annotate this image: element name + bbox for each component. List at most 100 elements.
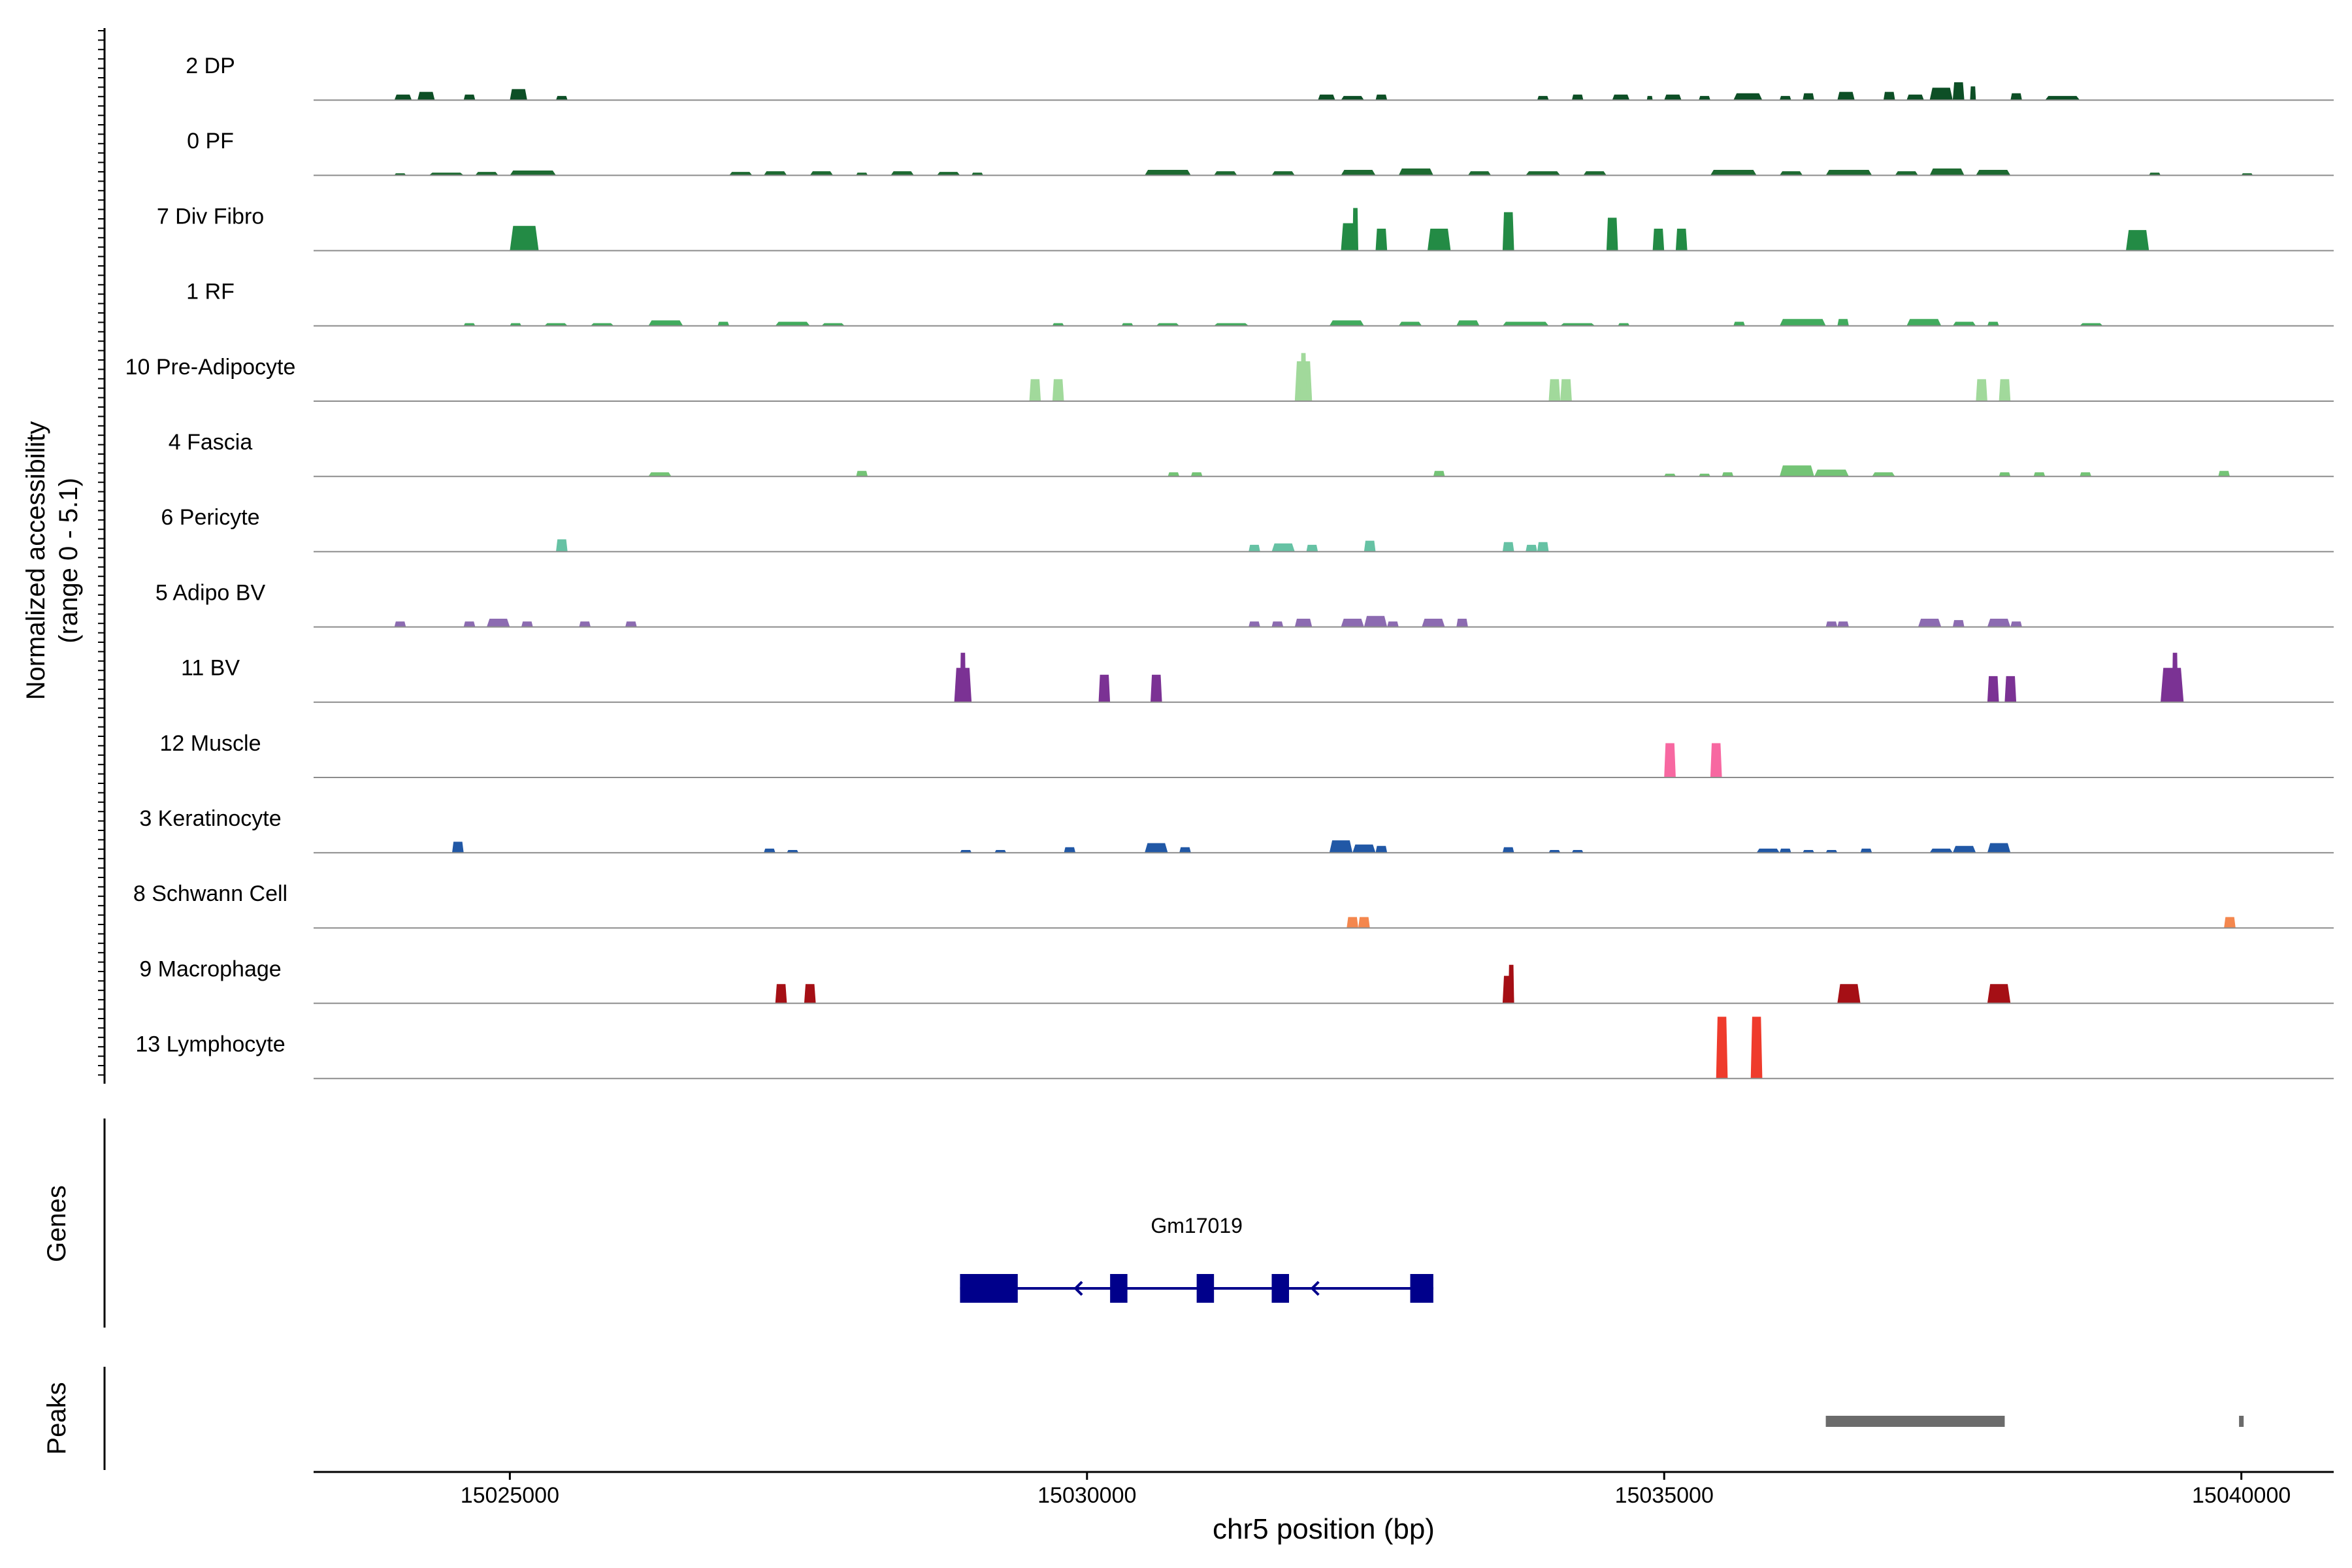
coverage-peak — [2010, 621, 2022, 627]
coverage-peak — [1664, 474, 1676, 477]
coverage-peak — [764, 848, 776, 853]
gene-exon — [1271, 1274, 1289, 1303]
track-10-pre-adipocyte: 10 Pre-Adipocyte — [125, 353, 2334, 402]
coverage-peak — [1837, 319, 1849, 326]
coverage-peak — [1618, 323, 1630, 326]
coverage-peak — [2080, 323, 2103, 326]
coverage-peak — [1502, 321, 1549, 326]
coverage-peak — [1249, 621, 1260, 627]
coverage-peak — [1375, 845, 1388, 853]
coverage-peak — [1699, 474, 1710, 477]
track-label: 1 RF — [186, 280, 235, 304]
track-label: 13 Lymphocyte — [135, 1032, 285, 1057]
coverage-peak — [521, 621, 533, 627]
coverage-peak — [2045, 95, 2080, 101]
track-label: 0 PF — [187, 129, 234, 154]
coverage-peak — [1952, 321, 1976, 326]
coverage-peak — [1151, 674, 1162, 702]
coverage-peak — [1976, 170, 2011, 176]
track-label: 5 Adipo BV — [155, 580, 266, 605]
coverage-peak — [1249, 544, 1260, 552]
gene-exon — [960, 1274, 1018, 1303]
coverage-peak — [2172, 653, 2178, 702]
coverage-peak — [1145, 170, 1191, 176]
coverage-peak — [960, 653, 966, 702]
coverage-peak — [1052, 379, 1064, 401]
coverage-peak — [1872, 472, 1895, 477]
coverage-peak — [1537, 542, 1549, 552]
coverage-peak — [544, 323, 568, 326]
coverage-peak — [1918, 619, 1942, 627]
coverage-peak — [1502, 542, 1514, 552]
coverage-peak — [856, 470, 868, 477]
coverage-peak — [994, 850, 1007, 853]
coverage-peak — [1560, 323, 1595, 326]
x-axis-label: chr5 position (bp) — [1213, 1513, 1435, 1545]
track-label: 10 Pre-Adipocyte — [125, 355, 296, 380]
coverage-peak — [556, 539, 568, 552]
coverage-peak — [1929, 88, 1953, 101]
track-6-pericyte: 6 Pericyte — [161, 505, 2334, 553]
coverage-peak — [1837, 91, 1855, 101]
coverage-peak — [890, 171, 914, 176]
coverage-peak — [591, 323, 614, 326]
track-2-dp: 2 DP — [186, 54, 2334, 101]
coverage-peak — [787, 850, 799, 853]
coverage-peak — [1214, 323, 1249, 326]
coverage-tracks: 2 DP 0 PF 7 Div Fibro 1 RF 10 Pre-Adipocyte 4… — [125, 54, 2334, 1079]
coverage-peak — [579, 621, 591, 627]
coverage-peak — [1352, 844, 1376, 853]
coverage-peak — [1214, 171, 1237, 176]
coverage-peak — [804, 984, 816, 1004]
coverage-peak — [394, 94, 412, 101]
coverage-peak — [1952, 845, 1976, 853]
coverage-peak — [1646, 95, 1653, 101]
coverage-peak — [1883, 91, 1895, 101]
y-axis-label-line2: (range 0 - 5.1) — [54, 478, 83, 643]
track-label: 11 BV — [181, 656, 240, 681]
coverage-peak — [1803, 850, 1814, 853]
coverage-peak — [2004, 676, 2017, 702]
coverage-peak — [1329, 320, 1364, 326]
coverage-peak — [1803, 93, 1814, 101]
coverage-peak — [1825, 621, 1838, 627]
coverage-peak — [1606, 218, 1618, 251]
coverage-peak — [1433, 470, 1445, 477]
coverage-peak — [729, 172, 753, 176]
coverage-peak — [1375, 94, 1388, 101]
coverage-peak — [1387, 621, 1399, 627]
x-axis: 15025000 15030000 15035000 15040000 — [461, 1472, 2291, 1508]
coverage-peak — [1987, 321, 1999, 326]
track-label: 8 Schwann Cell — [133, 881, 287, 906]
coverage-peak — [1352, 208, 1358, 251]
coverage-peak — [1929, 848, 1953, 853]
coverage-peak — [1710, 170, 1757, 176]
coverage-peak — [510, 323, 521, 326]
coverage-peak — [417, 91, 435, 101]
coverage-peak — [1456, 619, 1468, 627]
x-tick-label: 15030000 — [1037, 1483, 1136, 1508]
coverage-peak — [1398, 168, 1433, 176]
coverage-peak — [1502, 212, 1514, 251]
track-8-schwann-cell: 8 Schwann Cell — [133, 881, 2334, 929]
coverage-peak — [2224, 917, 2236, 928]
coverage-peak — [2149, 172, 2161, 176]
genes-label: Genes — [42, 1185, 71, 1262]
track-label: 7 Div Fibro — [157, 204, 264, 229]
coverage-peak — [1733, 93, 1763, 101]
track-4-fascia: 4 Fascia — [169, 430, 2334, 478]
coverage-peak — [1779, 848, 1791, 853]
coverage-peak — [452, 841, 464, 853]
track-label: 4 Fascia — [169, 430, 253, 455]
coverage-peak — [856, 172, 868, 176]
coverage-peak — [1716, 1017, 1728, 1079]
peak-region — [1825, 1416, 2005, 1427]
coverage-peak — [1952, 82, 1965, 101]
coverage-peak — [648, 320, 683, 326]
coverage-peak — [1306, 544, 1318, 552]
peak-region — [2239, 1416, 2244, 1427]
coverage-peak — [1422, 619, 1445, 627]
coverage-peak — [1652, 229, 1665, 251]
track-label: 12 Muscle — [160, 731, 261, 756]
